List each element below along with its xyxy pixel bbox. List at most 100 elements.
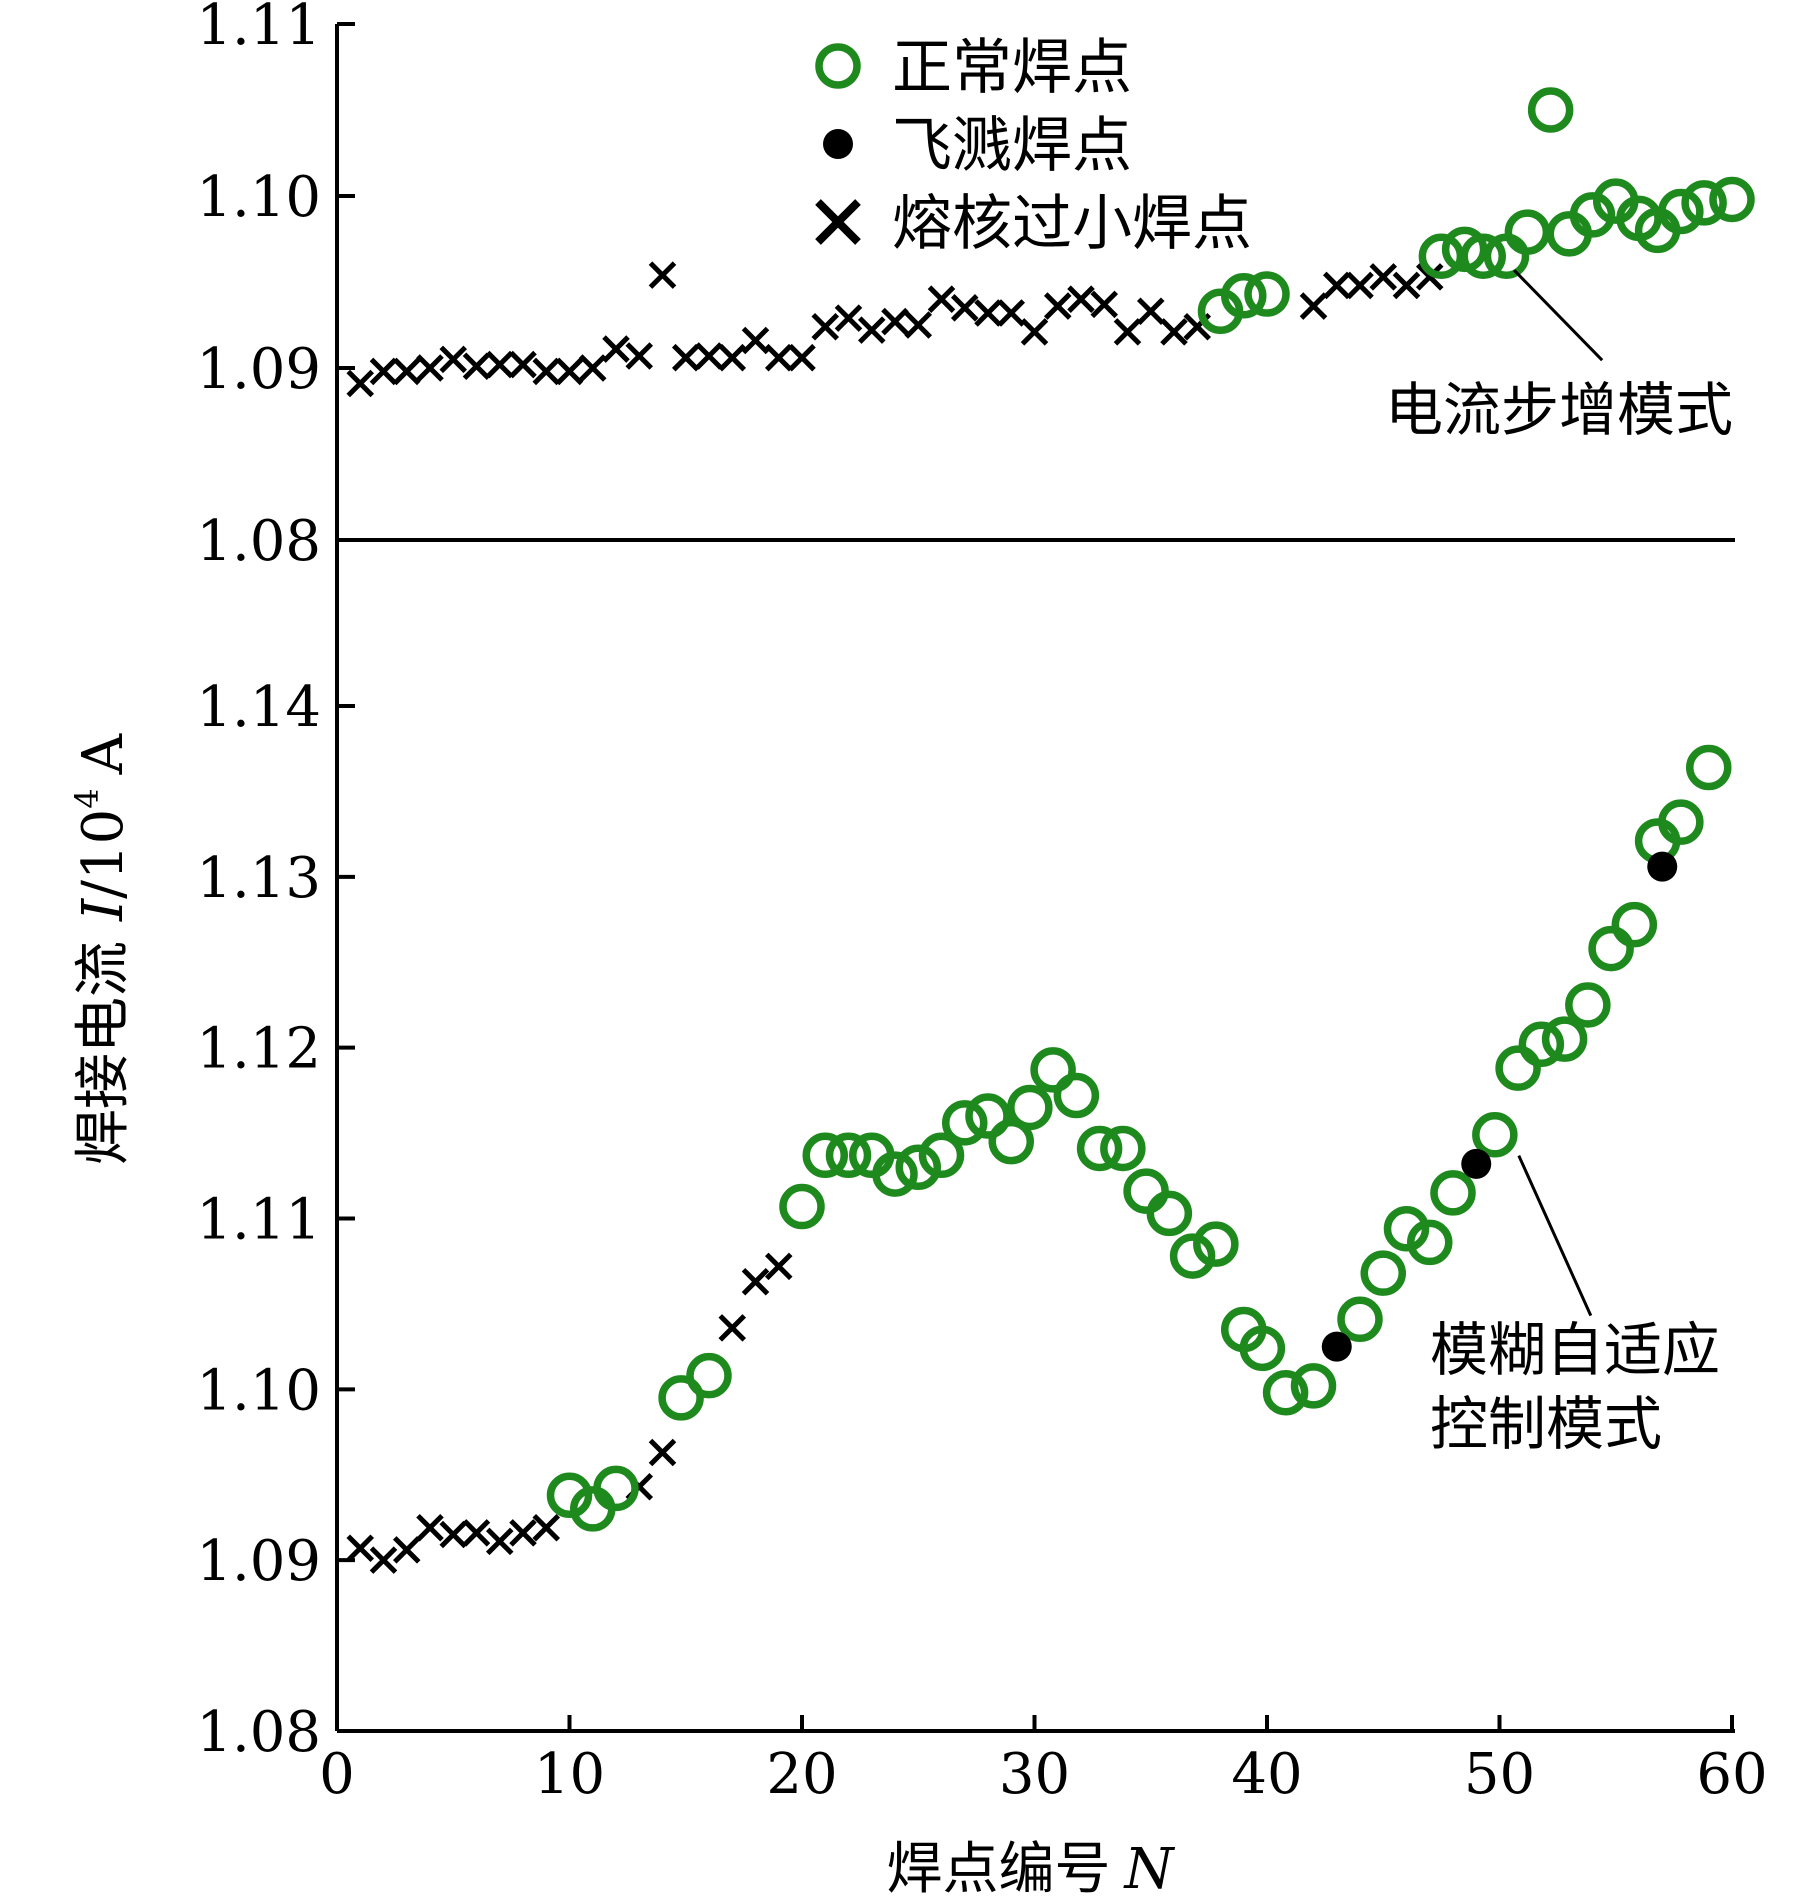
bottom-normal-point bbox=[1169, 1233, 1216, 1279]
bottom-normal-point bbox=[593, 1465, 639, 1512]
top-annotation-text: 电流步增模式 bbox=[1385, 376, 1733, 444]
top-small-point bbox=[369, 357, 398, 386]
top-small-point bbox=[1067, 285, 1095, 313]
top-small-point bbox=[1415, 263, 1444, 291]
top-y-tick-label: 1.11 bbox=[196, 0, 321, 58]
top-normal-point bbox=[1527, 87, 1574, 133]
bottom-normal-point bbox=[1541, 1016, 1588, 1062]
bottom-normal-point bbox=[1053, 1072, 1100, 1119]
bottom-normal-point bbox=[1407, 1219, 1453, 1266]
top-small-point bbox=[1160, 318, 1188, 346]
legend-small-label: 熔核过小焊点 bbox=[892, 189, 1252, 259]
bottom-normal-point bbox=[802, 1132, 848, 1179]
bottom-normal-point bbox=[1193, 1221, 1239, 1267]
x-tick-label: 0 bbox=[319, 1742, 355, 1807]
y-axis-exponent: 4 bbox=[68, 788, 106, 808]
top-small-point bbox=[462, 352, 491, 381]
top-normal-point bbox=[1221, 273, 1267, 319]
bottom-normal-point bbox=[546, 1472, 593, 1518]
x-tick-label: 60 bbox=[1696, 1742, 1767, 1807]
top-small-point bbox=[648, 261, 677, 289]
bottom-spatter-point bbox=[1647, 851, 1678, 882]
top-small-point bbox=[788, 343, 816, 372]
y-axis-title: 焊接电流 I/104 A bbox=[68, 733, 136, 1165]
bottom-annotation-text: 控制模式 bbox=[1430, 1390, 1662, 1458]
top-small-point bbox=[741, 326, 770, 355]
top-small-point bbox=[392, 357, 421, 386]
bottom-small-point bbox=[392, 1536, 421, 1564]
x-axis-title: 焊点编号 N bbox=[887, 1837, 1176, 1902]
top-small-point bbox=[416, 354, 444, 382]
bottom-spatter-point bbox=[1321, 1331, 1352, 1362]
bottom-normal-point bbox=[965, 1093, 1011, 1139]
top-small-point bbox=[997, 299, 1026, 327]
bottom-normal-point bbox=[1518, 1021, 1565, 1067]
top-small-point bbox=[625, 342, 654, 370]
x-tick-label: 10 bbox=[534, 1742, 605, 1807]
top-small-point bbox=[974, 299, 1002, 327]
legend-normal-label: 正常焊点 bbox=[892, 33, 1132, 103]
bottom-normal-point bbox=[1565, 982, 1611, 1028]
top-small-point bbox=[602, 335, 630, 363]
bottom-y-tick-label: 1.13 bbox=[196, 846, 321, 911]
top-small-point bbox=[1113, 318, 1142, 346]
top-normal-point bbox=[1418, 233, 1465, 279]
bottom-normal-point bbox=[1337, 1296, 1383, 1343]
bottom-y-tick-label: 1.08 bbox=[196, 1700, 321, 1765]
top-annotation-leader bbox=[1513, 269, 1604, 362]
top-small-point bbox=[1090, 290, 1119, 319]
top-small-point bbox=[857, 316, 886, 344]
bottom-y-tick-label: 1.14 bbox=[196, 675, 321, 740]
bottom-small-point bbox=[764, 1252, 793, 1281]
y-axis-unit: /10 bbox=[71, 809, 136, 899]
bottom-normal-point bbox=[1658, 799, 1704, 845]
top-small-point bbox=[950, 294, 979, 322]
y-axis-variable: I bbox=[71, 897, 136, 922]
top-small-point bbox=[578, 354, 607, 382]
bottom-annotation-text: 模糊自适应 bbox=[1430, 1316, 1720, 1384]
bottom-small-point bbox=[462, 1519, 491, 1547]
top-small-point bbox=[834, 304, 863, 332]
top-small-point bbox=[1392, 271, 1421, 300]
y-axis-title-text: 焊接电流 bbox=[71, 941, 136, 1165]
bottom-normal-point bbox=[872, 1151, 918, 1197]
top-small-point bbox=[555, 357, 584, 386]
top-small-point bbox=[532, 357, 561, 386]
top-small-point bbox=[485, 350, 514, 379]
bottom-small-point bbox=[346, 1534, 375, 1562]
top-small-point bbox=[764, 343, 793, 372]
top-small-point bbox=[811, 312, 840, 341]
top-small-point bbox=[881, 307, 909, 336]
top-small-point bbox=[1136, 297, 1165, 326]
top-small-point bbox=[718, 343, 747, 372]
top-small-point bbox=[1020, 318, 1049, 346]
bottom-normal-point bbox=[1495, 1045, 1541, 1091]
top-small-point bbox=[695, 342, 723, 370]
top-y-tick-label: 1.09 bbox=[196, 337, 321, 402]
legend-small-marker bbox=[815, 199, 861, 245]
x-tick-label: 50 bbox=[1464, 1742, 1535, 1807]
top-y-tick-label: 1.10 bbox=[196, 165, 321, 230]
top-small-point bbox=[439, 345, 468, 374]
bottom-small-point bbox=[416, 1513, 444, 1542]
bottom-normal-point bbox=[942, 1100, 988, 1146]
top-small-point bbox=[927, 285, 956, 313]
bottom-small-point bbox=[369, 1546, 398, 1574]
bottom-spatter-point bbox=[1461, 1148, 1492, 1179]
bottom-small-point bbox=[718, 1314, 747, 1342]
bottom-small-point bbox=[532, 1513, 561, 1542]
bottom-normal-point bbox=[825, 1132, 872, 1179]
bottom-normal-point bbox=[1686, 744, 1732, 791]
top-normal-point bbox=[1681, 180, 1727, 226]
bottom-y-tick-label: 1.09 bbox=[196, 1529, 321, 1594]
top-small-point bbox=[904, 311, 933, 339]
bottom-normal-point bbox=[988, 1118, 1034, 1165]
legend-spatter-label: 飞溅焊点 bbox=[892, 111, 1132, 181]
top-small-point bbox=[1043, 292, 1072, 320]
top-normal-point bbox=[1460, 233, 1506, 279]
bottom-normal-point bbox=[1007, 1084, 1053, 1131]
bottom-small-point bbox=[439, 1520, 468, 1549]
